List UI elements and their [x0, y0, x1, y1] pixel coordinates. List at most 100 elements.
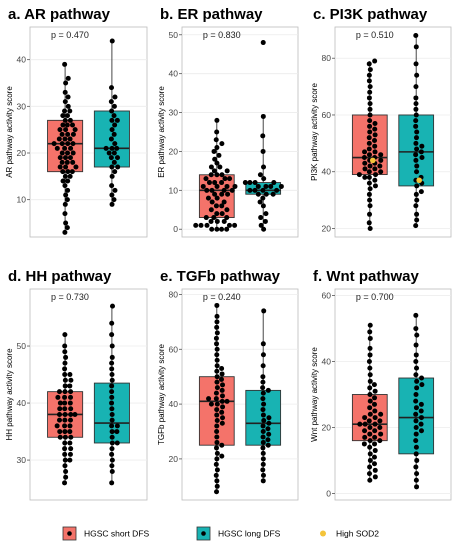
data-point	[112, 169, 118, 175]
data-point	[54, 423, 60, 429]
data-point	[65, 103, 71, 109]
panel-title: a. AR pathway	[8, 6, 111, 23]
group-long-dfs	[245, 308, 282, 484]
data-point	[200, 183, 206, 189]
data-point	[371, 382, 377, 388]
data-point	[103, 145, 109, 151]
data-point	[57, 127, 63, 133]
legend: HGSC short DFS HGSC long DFS High SOD2	[8, 520, 453, 546]
data-point	[214, 489, 220, 495]
data-point	[227, 176, 233, 182]
data-point	[68, 411, 74, 417]
data-point	[362, 421, 368, 427]
data-point	[378, 169, 384, 175]
data-point	[70, 131, 76, 137]
data-point	[252, 187, 258, 193]
y-tick-label: 20	[17, 148, 27, 158]
data-point	[62, 173, 68, 179]
data-point	[208, 172, 214, 178]
data-point	[265, 442, 271, 448]
data-point	[221, 187, 227, 193]
data-point	[65, 150, 71, 156]
data-point	[62, 229, 68, 235]
data-point	[413, 352, 419, 358]
data-point	[109, 423, 115, 429]
data-point	[70, 122, 76, 128]
data-point	[214, 346, 220, 352]
data-point	[413, 152, 419, 158]
data-point	[109, 480, 115, 486]
data-point	[219, 365, 225, 371]
data-point	[378, 152, 384, 158]
data-point	[257, 199, 263, 205]
data-point	[62, 440, 68, 446]
data-point	[62, 400, 68, 406]
data-point	[68, 389, 74, 395]
data-point	[367, 451, 373, 457]
data-point	[67, 108, 73, 114]
y-tick-label: 60	[322, 110, 332, 120]
data-point	[214, 401, 220, 407]
data-point	[214, 313, 220, 319]
data-point	[114, 117, 120, 123]
data-point	[62, 423, 68, 429]
data-point	[68, 446, 74, 452]
data-point	[413, 477, 419, 483]
data-point	[67, 136, 73, 142]
data-point	[114, 429, 120, 435]
data-point	[112, 122, 118, 128]
legend-dot-sod2	[320, 530, 326, 537]
data-point	[414, 378, 420, 384]
data-point	[114, 423, 120, 429]
data-point	[260, 113, 266, 119]
data-point	[372, 421, 378, 427]
data-point	[356, 172, 362, 178]
data-point	[109, 429, 115, 435]
data-point	[371, 461, 377, 467]
group-short-dfs	[198, 302, 235, 495]
data-point	[224, 207, 230, 213]
data-point	[378, 157, 384, 163]
data-point	[214, 467, 220, 473]
data-point	[214, 428, 220, 434]
data-point	[260, 456, 266, 462]
data-point	[260, 363, 266, 369]
data-point	[109, 383, 115, 389]
data-point	[247, 180, 253, 186]
data-point	[260, 203, 266, 209]
data-point	[67, 173, 73, 179]
data-point	[367, 101, 373, 107]
data-point	[418, 189, 424, 195]
data-point	[64, 113, 70, 119]
data-point	[214, 341, 220, 347]
data-point	[68, 394, 74, 400]
data-point	[214, 407, 220, 413]
data-point	[260, 195, 266, 201]
data-point	[219, 141, 225, 147]
data-point	[413, 203, 419, 209]
data-point	[62, 434, 68, 440]
data-point	[57, 434, 63, 440]
data-point	[361, 155, 367, 161]
data-point	[54, 145, 60, 151]
data-point	[219, 191, 225, 197]
data-point	[70, 150, 76, 156]
data-point	[366, 61, 372, 67]
data-point	[214, 218, 220, 224]
data-point	[377, 424, 383, 430]
data-point	[67, 117, 73, 123]
data-point	[65, 169, 71, 175]
data-point	[57, 406, 63, 412]
data-point	[62, 332, 68, 338]
data-point	[109, 354, 115, 360]
data-point	[414, 471, 420, 477]
data-point	[258, 215, 264, 221]
data-point	[367, 411, 373, 417]
data-point	[214, 456, 220, 462]
data-point	[219, 409, 225, 415]
data-point	[109, 192, 115, 198]
data-point	[109, 332, 115, 338]
data-point	[263, 211, 269, 217]
group-long-dfs	[398, 312, 435, 490]
data-point	[418, 428, 424, 434]
